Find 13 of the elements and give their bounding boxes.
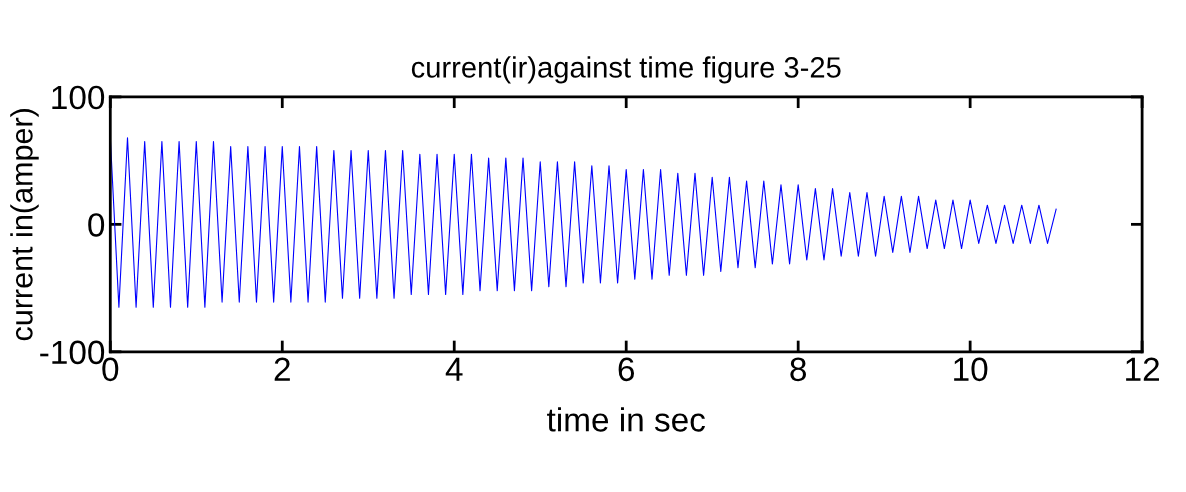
- y-tick-label: -100: [40, 340, 105, 365]
- x-tick-label: 2: [274, 357, 290, 381]
- x-tick-label: 6: [618, 357, 635, 382]
- x-tick-label: 4: [445, 357, 463, 381]
- y-tick-label: 100: [52, 85, 105, 110]
- x-tick-label: 10: [954, 357, 988, 382]
- y-axis-title: current in(amper): [10, 109, 39, 341]
- x-tick-label: 8: [790, 357, 806, 382]
- x-tick-label: 12: [1126, 357, 1159, 381]
- y-tick-label: 0: [88, 213, 105, 237]
- chart-title: current(ir)against time figure 3-25: [411, 56, 841, 84]
- x-axis-title: time in sec: [547, 407, 705, 432]
- line-series: [110, 137, 1057, 308]
